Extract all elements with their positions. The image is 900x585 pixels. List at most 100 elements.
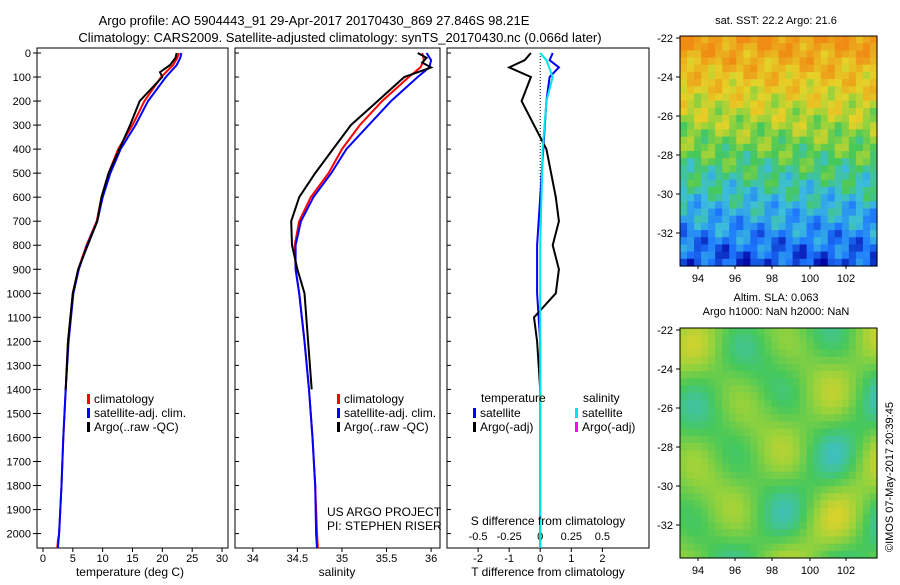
- sla-cell: [687, 392, 695, 401]
- sst-cell: [869, 215, 878, 224]
- sla-cell: [855, 328, 864, 336]
- sst-cell: [750, 93, 758, 102]
- sla-cell: [708, 471, 716, 480]
- sla-cell: [841, 428, 850, 437]
- sla-cell: [862, 464, 871, 473]
- sla-cell: [827, 550, 836, 559]
- sla-cell: [862, 421, 871, 430]
- salinity-x-tick-label: 34: [247, 553, 259, 565]
- sst-cell: [855, 115, 864, 123]
- sla-cell: [827, 371, 836, 379]
- sst-cell: [848, 50, 857, 59]
- sst-cell: [729, 222, 737, 231]
- sst-cell: [820, 244, 829, 253]
- sla-cell: [708, 478, 716, 487]
- sla-cell: [743, 550, 751, 559]
- sst-cell: [855, 107, 864, 116]
- sst-cell: [722, 36, 730, 44]
- sst-cell: [799, 158, 808, 166]
- sst-cell: [855, 79, 864, 87]
- sla-cell: [820, 478, 829, 487]
- sst-cell: [820, 222, 829, 231]
- sla-cell: [869, 335, 878, 343]
- sla-cell: [743, 328, 751, 336]
- sst-cell: [785, 158, 794, 166]
- sst-cell: [687, 179, 695, 188]
- sla-cell: [869, 536, 878, 545]
- sst-cell: [792, 93, 801, 102]
- sla-cell: [834, 529, 843, 538]
- sla-cell: [827, 450, 836, 458]
- sla-cell: [771, 507, 780, 516]
- sst-cell: [855, 143, 864, 152]
- sla-map-y-tick-label: -30: [657, 481, 673, 493]
- sla-cell: [834, 356, 843, 365]
- sst-cell: [848, 100, 857, 109]
- sla-cell: [869, 507, 878, 516]
- sst-cell: [757, 143, 766, 152]
- sst-cell: [743, 186, 751, 195]
- sst-cell: [722, 186, 730, 195]
- sla-cell: [820, 514, 829, 523]
- sst-cell: [694, 143, 702, 152]
- sst-cell: [687, 194, 695, 202]
- sla-cell: [715, 421, 723, 430]
- sla-cell: [841, 529, 850, 538]
- sla-cell: [778, 500, 787, 509]
- sst-cell: [722, 251, 730, 260]
- sla-cell: [715, 363, 723, 372]
- sla-cell: [729, 342, 737, 351]
- sst-cell: [771, 57, 780, 66]
- sst-cell: [841, 215, 850, 224]
- sla-cell: [820, 414, 829, 423]
- sst-cell: [715, 79, 723, 87]
- sla-cell: [687, 363, 695, 372]
- sla-cell: [680, 464, 688, 473]
- sst-cell: [722, 230, 730, 238]
- sla-cell: [729, 486, 737, 494]
- sst-cell: [687, 244, 695, 253]
- sla-cell: [694, 385, 702, 394]
- sst-cell: [827, 172, 836, 181]
- sla-cell: [841, 443, 850, 451]
- sla-cell: [708, 443, 716, 451]
- salinity-x-tick-label: 35.5: [376, 553, 397, 565]
- sla-cell: [862, 342, 871, 351]
- sst-cell: [764, 71, 773, 80]
- sla-cell: [834, 522, 843, 530]
- sla-cell: [729, 514, 737, 523]
- sst-cell: [701, 244, 709, 253]
- sst-cell: [799, 43, 808, 51]
- sla-cell: [694, 464, 702, 473]
- sla-cell: [680, 536, 688, 545]
- sst-cell: [869, 208, 878, 217]
- sst-cell: [848, 172, 857, 181]
- sst-cell: [806, 222, 815, 231]
- sst-cell: [841, 50, 850, 59]
- sst-cell: [827, 79, 836, 87]
- sst-cell: [855, 165, 864, 174]
- sst-cell: [764, 237, 773, 246]
- sst-cell: [834, 43, 843, 51]
- sla-cell: [729, 399, 737, 408]
- sst-cell: [869, 258, 878, 267]
- sst-cell: [834, 122, 843, 131]
- sst-cell: [862, 165, 871, 174]
- sst-cell: [757, 100, 766, 109]
- sla-cell: [694, 493, 702, 502]
- sst-cell: [764, 244, 773, 253]
- sst-cell: [750, 172, 758, 181]
- sla-cell: [750, 349, 758, 358]
- sst-cell: [757, 208, 766, 217]
- sla-cell: [743, 514, 751, 523]
- sla-cell: [687, 328, 695, 336]
- depth-tick-label: 100: [13, 72, 31, 84]
- sst-cell: [722, 151, 730, 159]
- sst-cell: [855, 86, 864, 95]
- sst-cell: [764, 86, 773, 95]
- sla-cell: [722, 471, 730, 480]
- sla-cell: [757, 514, 766, 523]
- sla-cell: [841, 493, 850, 502]
- sst-cell: [743, 107, 751, 116]
